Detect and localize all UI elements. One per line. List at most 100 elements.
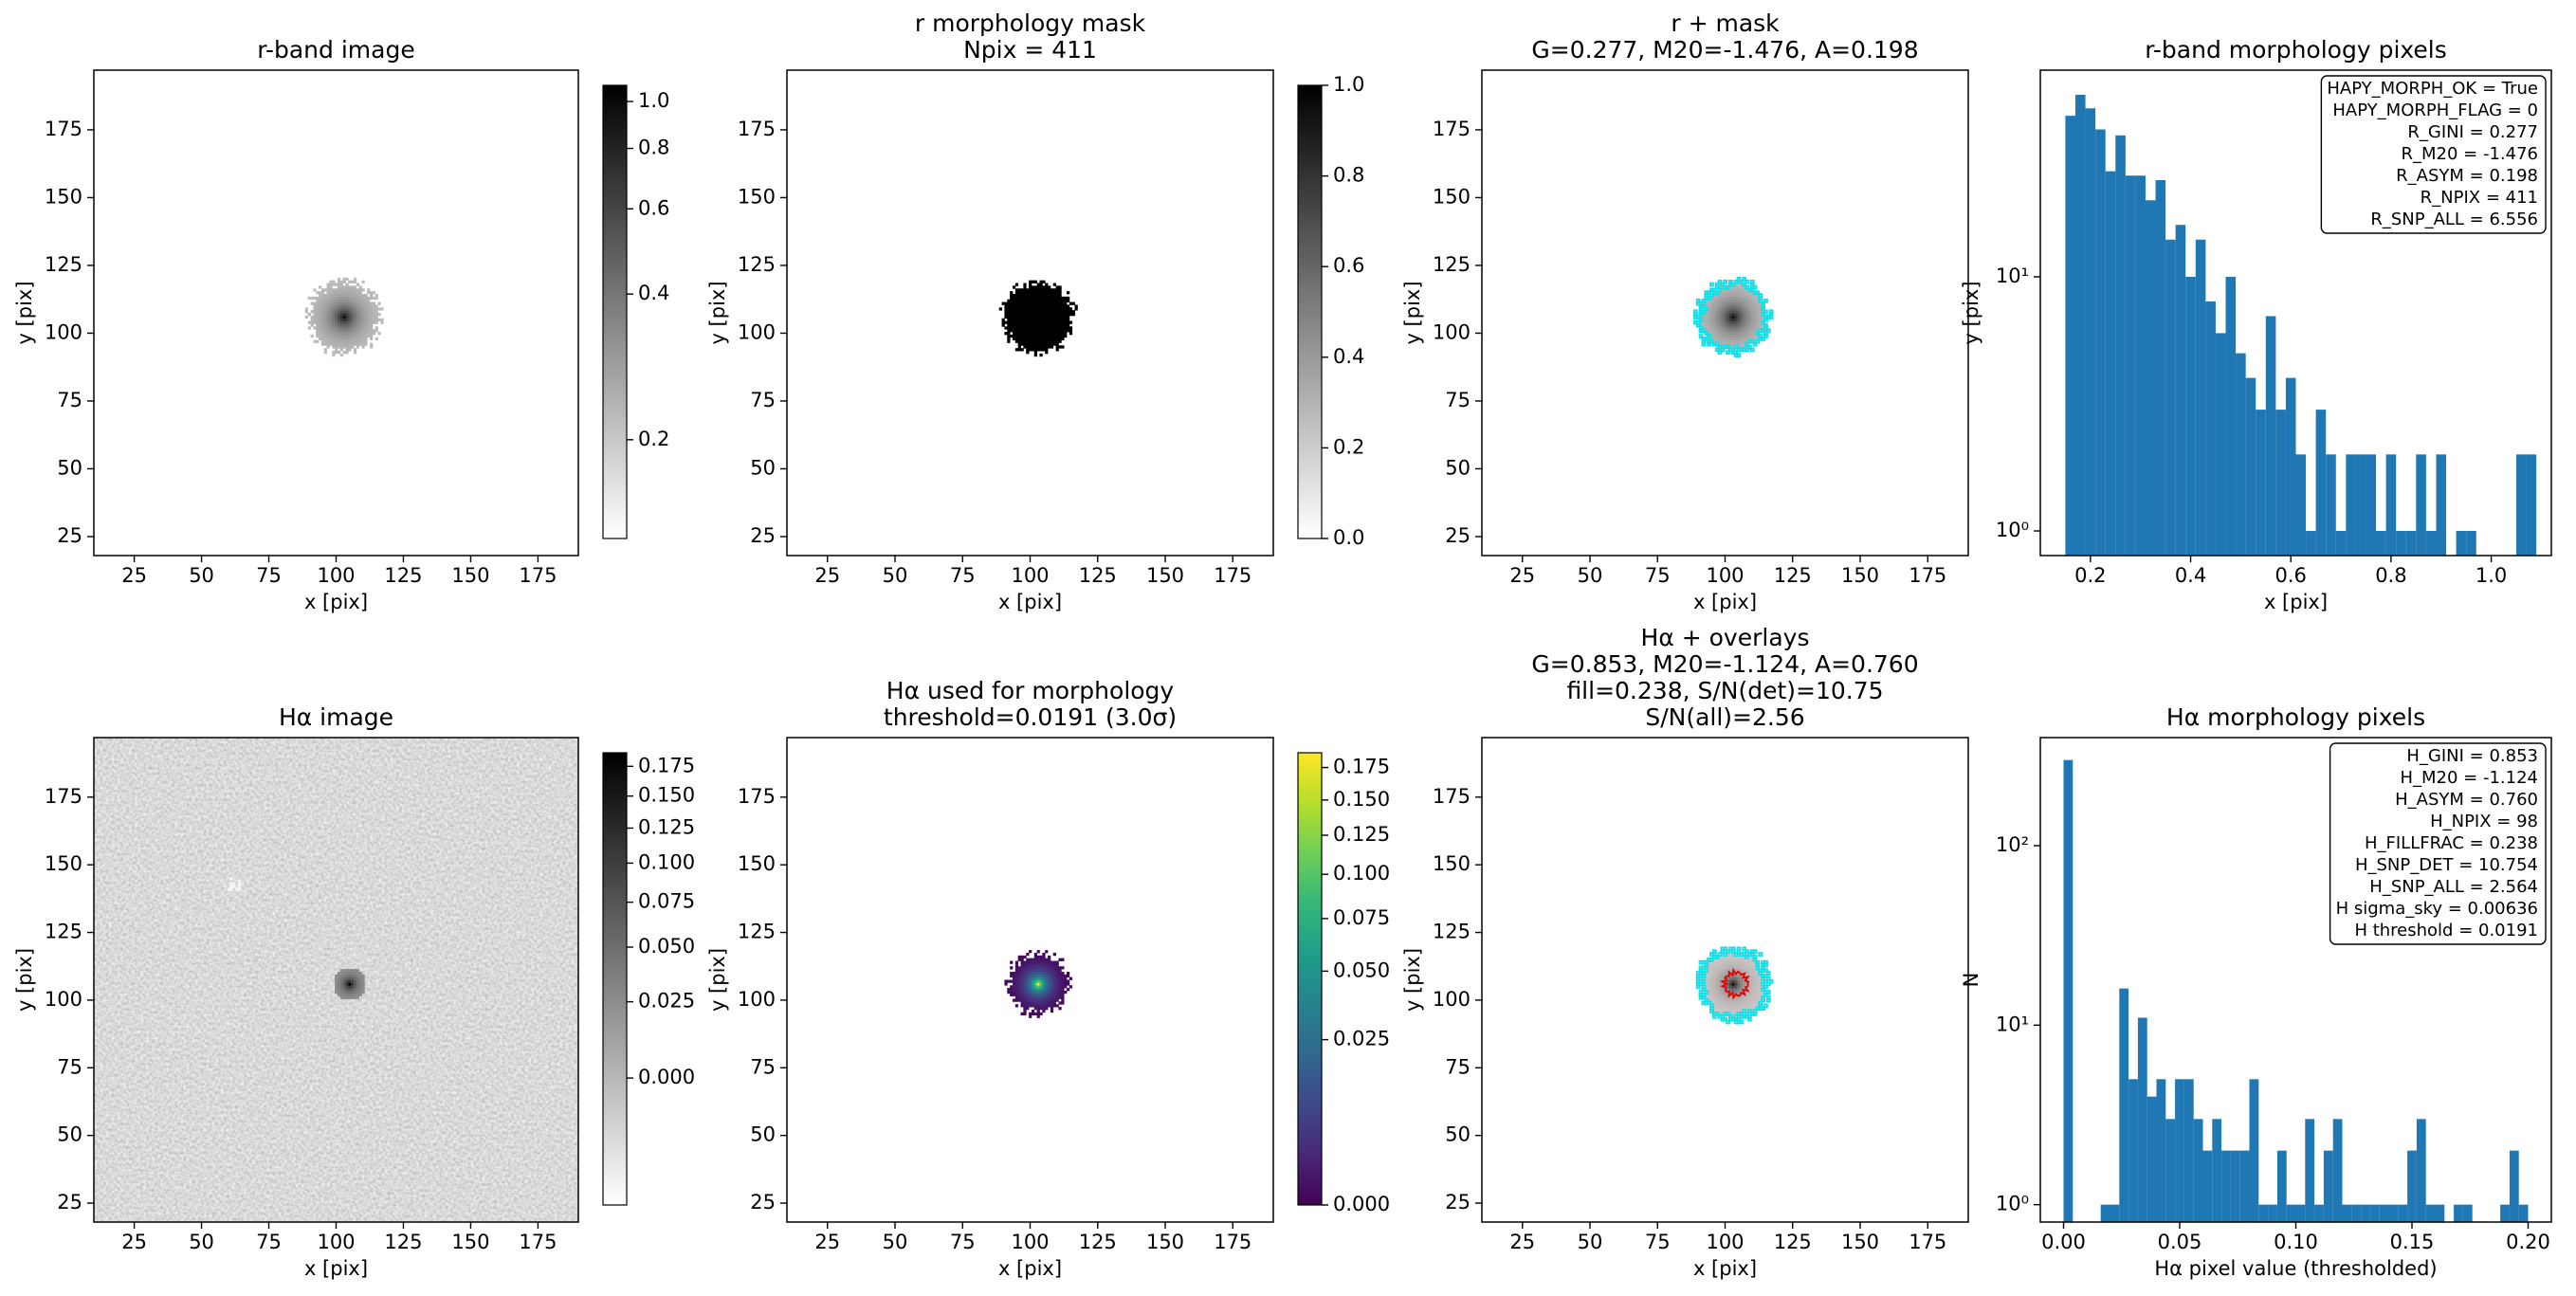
image-pixel: [1718, 982, 1722, 986]
image-pixel: [1743, 299, 1746, 302]
image-pixel: [1712, 337, 1716, 341]
bar: [2212, 1119, 2222, 1222]
image-pixel: [1721, 1001, 1725, 1005]
image-pixel: [1734, 299, 1738, 302]
image-pixel: [1039, 969, 1043, 973]
image-pixel: [1750, 301, 1754, 305]
image-pixel: [337, 310, 341, 314]
image-pixel: [1734, 329, 1738, 333]
image-pixel: [335, 326, 338, 330]
y-tick-label: 50: [750, 1123, 776, 1146]
image-pixel: [1055, 334, 1059, 338]
image-pixel: [1712, 342, 1716, 346]
image-pixel: [1007, 307, 1011, 311]
image-pixel: [1737, 977, 1741, 980]
image-pixel: [1745, 310, 1749, 314]
image-pixel: [1721, 304, 1725, 308]
image-pixel: [1726, 350, 1730, 356]
image-pixel: [1017, 982, 1021, 986]
image-pixel: [1761, 336, 1765, 341]
image-pixel: [348, 979, 352, 983]
image-pixel: [1061, 315, 1065, 319]
image-pixel: [1765, 976, 1771, 981]
image-pixel: [1020, 293, 1024, 298]
image-pixel: [1747, 1001, 1751, 1005]
image-pixel: [1731, 950, 1735, 954]
y-tick-label: 175: [45, 785, 82, 808]
image-pixel: [1750, 1012, 1754, 1016]
image-pixel: [1759, 299, 1763, 302]
image-pixel: [320, 320, 325, 324]
image-pixel: [351, 318, 355, 321]
image-pixel: [1050, 998, 1054, 1002]
image-pixel: [332, 288, 336, 292]
image-pixel: [1052, 988, 1056, 992]
bar: [2249, 1079, 2259, 1222]
y-tick-label: 25: [57, 1191, 82, 1214]
image-pixel: [369, 326, 374, 330]
image-pixel: [345, 310, 349, 314]
image-pixel: [1020, 960, 1024, 964]
image-pixel: [1036, 1009, 1040, 1013]
image-pixel: [361, 974, 365, 978]
annotation-line: HAPY_MORPH_OK = True: [2327, 79, 2538, 99]
image-pixel: [1721, 342, 1725, 346]
image-pixel: [1052, 952, 1056, 957]
image-pixel: [339, 979, 343, 983]
image-pixel: [1734, 320, 1738, 324]
image-pixel: [1720, 347, 1726, 353]
image-pixel: [339, 982, 343, 986]
image-pixel: [1737, 1020, 1741, 1024]
image-pixel: [313, 318, 317, 321]
image-pixel: [1074, 304, 1078, 308]
image-pixel: [1004, 315, 1008, 319]
image-pixel: [1014, 998, 1019, 1002]
image-pixel: [337, 985, 341, 989]
image-pixel: [1029, 323, 1032, 327]
image-pixel: [1017, 299, 1021, 302]
image-pixel: [1707, 963, 1711, 967]
image-pixel: [1058, 301, 1062, 305]
image-pixel: [1734, 1020, 1738, 1024]
image-pixel: [1743, 285, 1746, 289]
image-pixel: [1042, 293, 1046, 298]
image-pixel: [361, 345, 365, 349]
image-pixel: [1058, 318, 1062, 321]
image-pixel: [335, 979, 338, 983]
image-pixel: [1734, 1014, 1738, 1018]
image-pixel: [1058, 307, 1062, 311]
image-pixel: [1759, 985, 1763, 989]
image-pixel: [1014, 299, 1019, 302]
image-pixel: [1747, 345, 1751, 349]
image-pixel: [348, 334, 352, 338]
image-pixel: [1705, 960, 1708, 964]
image-pixel: [1747, 982, 1751, 986]
image-pixel: [1718, 320, 1722, 324]
image-pixel: [1026, 974, 1030, 978]
bar: [2436, 454, 2447, 556]
image-pixel: [358, 993, 362, 997]
image-pixel: [1055, 977, 1059, 980]
image-pixel: [339, 990, 343, 995]
bar: [2074, 94, 2086, 556]
image-pixel: [1742, 1009, 1747, 1013]
image-pixel: [348, 310, 352, 314]
image-pixel: [1058, 320, 1062, 324]
image-pixel: [1724, 947, 1727, 951]
image-pixel: [348, 988, 352, 992]
image-pixel: [377, 332, 381, 336]
image-pixel: [1029, 958, 1032, 961]
image-pixel: [1017, 334, 1021, 338]
image-pixel: [1715, 332, 1719, 336]
image-pixel: [335, 283, 338, 286]
image-pixel: [1723, 946, 1728, 952]
image-pixel: [1017, 979, 1021, 983]
image-pixel: [1724, 1017, 1727, 1021]
image-pixel: [1042, 969, 1046, 973]
image-pixel: [1029, 966, 1032, 970]
image-pixel: [1023, 329, 1027, 333]
image-pixel: [1742, 952, 1747, 957]
image-pixel: [1755, 959, 1761, 965]
image-pixel: [1010, 993, 1014, 997]
image-pixel: [1740, 342, 1744, 346]
